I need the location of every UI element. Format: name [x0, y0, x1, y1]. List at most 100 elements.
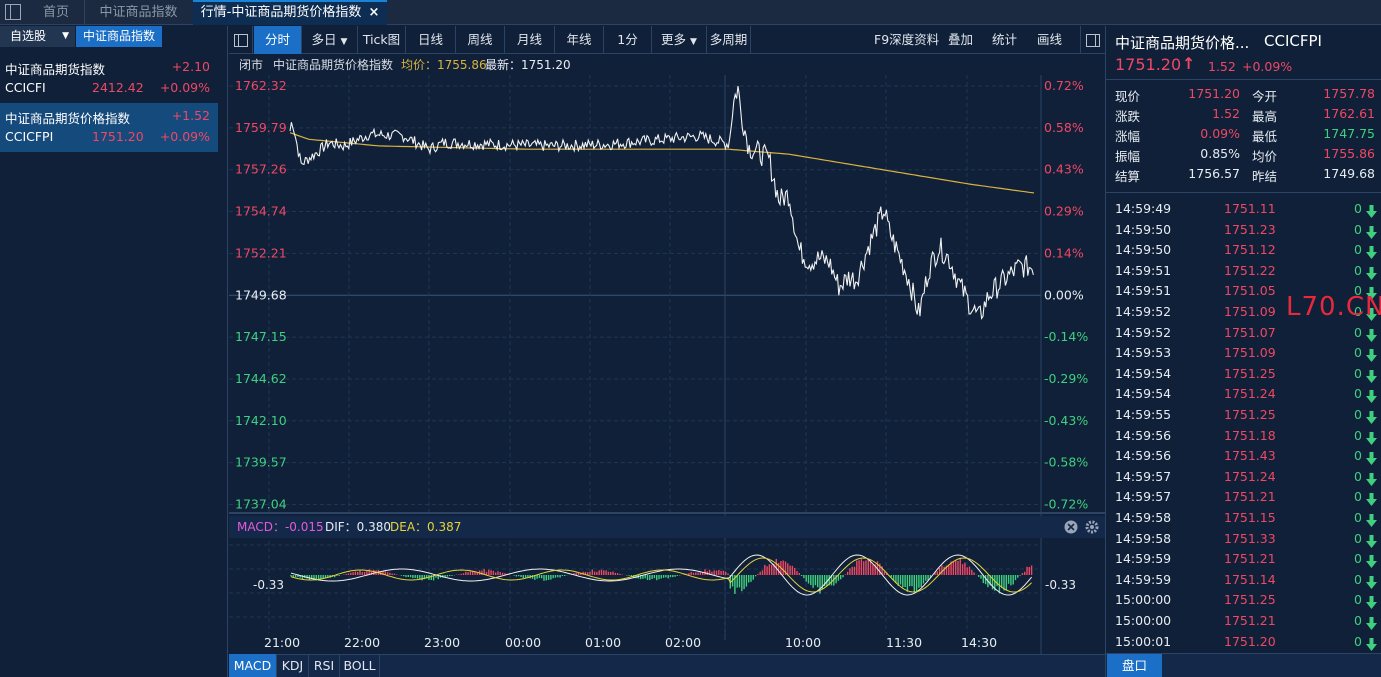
down-arrow-icon	[1366, 596, 1377, 610]
trade-time: 14:59:57	[1115, 468, 1172, 484]
watchlist-dropdown[interactable]: 自选股 ▼	[0, 26, 75, 47]
trade-price: 1751.21	[1224, 613, 1276, 628]
gear-icon[interactable]	[1085, 520, 1099, 534]
tab-1min[interactable]: 1分	[604, 26, 652, 54]
tab-tick[interactable]: Tick图	[358, 26, 406, 54]
price-tick: 1757.26	[235, 162, 287, 177]
trade-price: 1751.14	[1224, 571, 1276, 587]
trade-price: 1751.18	[1224, 427, 1276, 443]
time-tick: 01:00	[585, 635, 621, 650]
macd-axis-left: -0.33	[253, 578, 284, 592]
trade-volume: 0	[1354, 551, 1362, 567]
tab-rsi[interactable]: RSI	[309, 654, 340, 677]
divider	[1106, 192, 1381, 193]
trade-row: 14:59:49 1751.11 0	[1106, 201, 1381, 222]
tab-boll[interactable]: BOLL	[340, 654, 380, 677]
trade-time: 14:59:56	[1115, 448, 1172, 464]
trade-price: 1751.11	[1224, 201, 1276, 216]
down-arrow-icon	[1366, 617, 1377, 630]
down-arrow-icon	[1366, 349, 1377, 363]
sidebar-toggle-icon[interactable]	[5, 4, 21, 20]
trade-price: 1751.24	[1224, 386, 1276, 402]
intraday-chart[interactable]: 1762.32 1759.79 1757.26 1754.74 1752.21 1749.…	[229, 75, 1105, 654]
order-book-button[interactable]: 盘口	[1107, 654, 1162, 677]
indicator-tabbar	[229, 654, 1105, 677]
list-item[interactable]: 中证商品期货指数 +2.10 CCICFI 2412.42 +0.09%	[0, 54, 218, 102]
trade-price: 1751.15	[1224, 510, 1276, 525]
stat-label: 均价	[1252, 149, 1278, 164]
up-arrow-icon: ↑	[1182, 54, 1196, 73]
item-code: CCICFPI	[5, 129, 54, 144]
down-arrow-icon	[1366, 575, 1377, 589]
tab-kdj[interactable]: KDJ	[277, 654, 309, 677]
trade-row: 14:59:52 1751.09 0	[1106, 304, 1381, 325]
down-arrow-icon	[1366, 637, 1377, 651]
more-dropdown[interactable]: 更多 ▼	[652, 26, 707, 54]
time-tick: 02:00	[665, 635, 701, 650]
tab-home[interactable]: 首页	[42, 5, 69, 20]
trade-time: 14:59:53	[1115, 345, 1172, 361]
down-arrow-icon	[1366, 246, 1377, 260]
tab-commodity-index[interactable]: 中证商品指数	[84, 0, 192, 25]
f9-research-button[interactable]: F9深度资料	[874, 32, 940, 47]
stat-value: 0.09%	[1200, 126, 1240, 141]
trade-row: 14:59:57 1751.21 0	[1106, 489, 1381, 510]
pct-tick: -0.29%	[1044, 371, 1088, 386]
tab-daily[interactable]: 日线	[406, 26, 456, 54]
tab-commodity-index-list[interactable]: 中证商品指数	[76, 26, 162, 47]
trade-time: 14:59:55	[1115, 407, 1172, 422]
pct-tick: -0.72%	[1044, 497, 1088, 512]
tab-intraday[interactable]: 分时	[254, 26, 302, 54]
trade-time: 14:59:51	[1115, 283, 1172, 299]
tab-multi-period[interactable]: 多周期	[707, 26, 751, 54]
right-panel-toggle-icon[interactable]	[1080, 26, 1105, 54]
trade-row: 15:00:01 1751.20 0	[1106, 634, 1381, 655]
trade-time: 14:59:59	[1115, 551, 1172, 567]
tab-monthly[interactable]: 月线	[505, 26, 555, 54]
price-tick: 1742.10	[235, 413, 287, 428]
tab-quote-active[interactable]: 行情-中证商品期货价格指数 ×	[193, 0, 387, 25]
panel-toggle-icon[interactable]	[229, 26, 253, 54]
item-change: +2.10	[171, 59, 210, 74]
down-arrow-icon	[1366, 472, 1377, 486]
trade-row: 14:59:57 1751.24 0	[1106, 469, 1381, 490]
list-item-selected[interactable]: 中证商品期货价格指数 +1.52 CCICFPI 1751.20 +0.09%	[0, 103, 218, 152]
trade-row: 14:59:51 1751.22 0	[1106, 263, 1381, 284]
pct-tick: 0.00%	[1044, 287, 1084, 302]
macd-value: MACD：-0.015	[237, 520, 324, 534]
dea-line	[290, 557, 1032, 593]
tab-macd[interactable]: MACD	[229, 654, 277, 677]
trade-row: 15:00:00 1751.21 0	[1106, 613, 1381, 634]
item-name: 中证商品期货指数	[5, 62, 106, 77]
trade-price: 1751.09	[1224, 345, 1276, 361]
pct-tick: 0.43%	[1044, 162, 1084, 177]
trade-row: 14:59:50 1751.12 0	[1106, 242, 1381, 263]
close-icon[interactable]	[1064, 520, 1078, 534]
trade-row: 14:59:53 1751.09 0	[1106, 345, 1381, 366]
stat-value: 0.85%	[1200, 146, 1240, 161]
stat-value: 1756.57	[1188, 166, 1240, 181]
trade-row: 14:59:55 1751.25 0	[1106, 407, 1381, 428]
down-arrow-icon	[1366, 308, 1377, 321]
close-icon[interactable]: ×	[368, 5, 380, 20]
tab-yearly[interactable]: 年线	[555, 26, 604, 54]
trade-volume: 0	[1354, 221, 1362, 237]
trade-time: 14:59:50	[1115, 221, 1172, 237]
tab-multiday[interactable]: 多日 ▼	[302, 26, 358, 54]
trade-time: 14:59:52	[1115, 324, 1172, 340]
trade-volume: 0	[1354, 304, 1362, 319]
stat-label: 涨跌	[1115, 109, 1141, 124]
down-arrow-icon	[1366, 369, 1377, 383]
trade-row: 14:59:54 1751.24 0	[1106, 386, 1381, 407]
statistics-button[interactable]: 统计	[992, 32, 1018, 47]
stat-label: 涨幅	[1115, 129, 1141, 144]
time-tick: 00:00	[505, 635, 541, 650]
trade-volume: 0	[1354, 530, 1362, 546]
trade-time: 14:59:59	[1115, 571, 1172, 587]
tab-weekly[interactable]: 周线	[456, 26, 505, 54]
down-arrow-icon	[1366, 411, 1377, 424]
drawing-button[interactable]: 画线	[1037, 32, 1063, 47]
overlay-button[interactable]: 叠加	[948, 32, 974, 47]
more-label: 更多	[661, 32, 687, 47]
macd-axis-right: -0.33	[1045, 578, 1076, 592]
